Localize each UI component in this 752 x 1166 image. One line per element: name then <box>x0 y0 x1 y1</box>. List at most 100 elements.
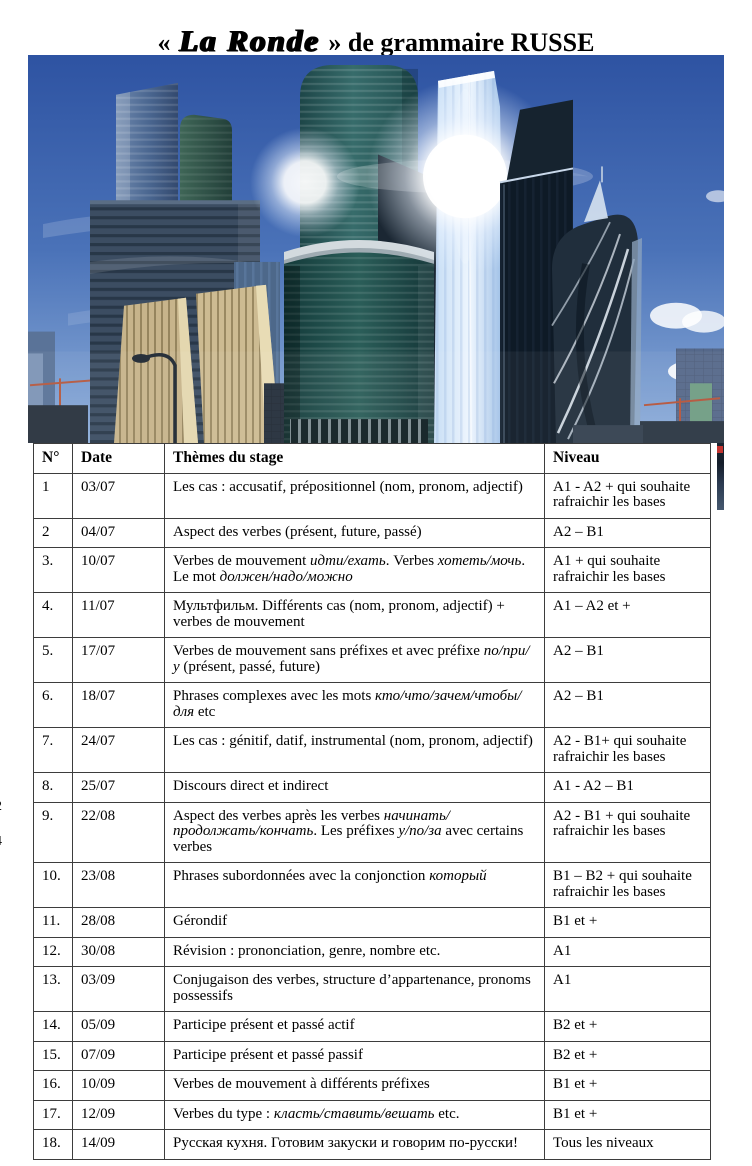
table-row: 12. 30/08 Révision : prononciation, genre,… <box>33 936 711 967</box>
cell-date: 03/09 <box>72 966 165 1012</box>
cell-number: 6. <box>33 682 73 728</box>
title-brand: La Ronde <box>179 23 320 59</box>
cell-niveau: A1 – A2 et + <box>544 592 711 638</box>
cell-niveau: A2 - B1 + qui souhaite rafraichir les ba… <box>544 801 711 863</box>
cell-niveau: Tous les niveaux <box>544 1129 711 1160</box>
cell-theme: Discours direct et indirect <box>164 772 545 803</box>
cell-niveau: A2 – B1 <box>544 517 711 548</box>
cell-niveau: A2 – B1 <box>544 682 711 728</box>
cell-niveau: B2 et + <box>544 1040 711 1071</box>
background-buildings-left <box>28 331 119 443</box>
table-row: 3. 10/07 Verbes de mouvement идти/ехать. V… <box>33 547 711 593</box>
clipped-glyph: 4 <box>0 835 2 849</box>
cell-number: 16. <box>33 1070 73 1101</box>
sun-glare-small <box>250 127 360 238</box>
cell-theme: Conjugaison des verbes, structure d’appa… <box>164 966 545 1012</box>
cell-number: 3. <box>33 547 73 593</box>
cell-theme: Les cas : génitif, datif, instrumental (… <box>164 727 545 773</box>
cell-niveau: A1 - A2 – B1 <box>544 772 711 803</box>
cell-niveau: B1 – B2 + qui souhaite rafraichir les ba… <box>544 862 711 908</box>
cell-number: 15. <box>33 1040 73 1071</box>
clipped-text-fragments: (](]]:2:4(]]] <box>0 0 10 1166</box>
table-row: 1 03/07 Les cas : accusatif, prépositionne… <box>33 472 711 519</box>
title-quote-open: « <box>157 28 178 58</box>
table-row: 17. 12/09 Verbes du type : класть/ставить/… <box>33 1099 711 1130</box>
cell-date: 18/07 <box>72 682 165 728</box>
cell-niveau: B1 et + <box>544 1070 711 1101</box>
cell-date: 10/07 <box>72 547 165 593</box>
horizon-haze <box>28 351 724 443</box>
cell-number: 8. <box>33 772 73 803</box>
cell-niveau: A1 <box>544 966 711 1012</box>
street-lamp <box>132 353 177 443</box>
table-row: 18. 14/09 Русская кухня. Готовим закуски и… <box>33 1129 711 1160</box>
page-title: « La Ronde » de grammaire RUSSE <box>0 23 752 59</box>
cell-theme: Participe présent et passé passif <box>164 1040 545 1071</box>
evolution-tower <box>551 166 642 443</box>
moscow-city-photo-svg <box>28 55 724 443</box>
cell-niveau: A2 - B1+ qui souhaite rafraichir les bas… <box>544 727 711 773</box>
cell-number: 17. <box>33 1099 73 1130</box>
cell-date: 11/07 <box>72 592 165 638</box>
cell-date: 23/08 <box>72 862 165 908</box>
cell-number: 11. <box>33 907 73 938</box>
cell-number: 14. <box>33 1011 73 1042</box>
cell-theme: Verbes de mouvement идти/ехать. Verbes х… <box>164 547 545 593</box>
cell-number: 9. <box>33 801 73 863</box>
cell-theme: Verbes de mouvement à différents préfixe… <box>164 1070 545 1101</box>
cell-number: 12. <box>33 936 73 967</box>
schedule-table: N° Date Thèmes du stage Niveau 1 03/07 Les ca… <box>33 443 711 1160</box>
cell-niveau: B1 et + <box>544 1099 711 1130</box>
cell-niveau: A2 – B1 <box>544 637 711 683</box>
table-row: 11. 28/08 Gérondif B1 et + <box>33 907 711 938</box>
cell-theme: Aspect des verbes (présent, future, pass… <box>164 517 545 548</box>
beige-towers <box>114 284 298 443</box>
title-rest: de grammaire RUSSE <box>341 28 595 58</box>
column-header-th-mes-du-stage: Thèmes du stage <box>164 443 545 474</box>
column-header-niveau: Niveau <box>544 443 711 474</box>
cell-theme: Participe présent et passé actif <box>164 1011 545 1042</box>
cell-date: 17/07 <box>72 637 165 683</box>
cell-date: 04/07 <box>72 517 165 548</box>
cell-date: 25/07 <box>72 772 165 803</box>
table-row: 6. 18/07 Phrases complexes avec les mots к… <box>33 682 711 728</box>
cell-date: 03/07 <box>72 472 165 519</box>
table-header-row: N° Date Thèmes du stage Niveau <box>33 443 711 474</box>
cell-theme: Phrases subordonnées avec la conjonction… <box>164 862 545 908</box>
table-row: 10. 23/08 Phrases subordonnées avec la con… <box>33 862 711 908</box>
cell-theme: Verbes de mouvement sans préfixes et ave… <box>164 637 545 683</box>
cell-number: 5. <box>33 637 73 683</box>
cell-date: 30/08 <box>72 936 165 967</box>
clipped-glyph: 2 <box>0 800 2 814</box>
table-row: 13. 03/09 Conjugaison des verbes, structur… <box>33 966 711 1012</box>
cell-theme: Verbes du type : класть/ставить/вешать e… <box>164 1099 545 1130</box>
cell-niveau: A1 + qui souhaite rafraichir les bases <box>544 547 711 593</box>
moscow-city-photo <box>28 55 724 443</box>
table-row: 14. 05/09 Participe présent et passé actif… <box>33 1011 711 1042</box>
cell-niveau: B1 et + <box>544 907 711 938</box>
cell-date: 10/09 <box>72 1070 165 1101</box>
red-light-dot <box>717 446 723 453</box>
cell-niveau: B2 et + <box>544 1011 711 1042</box>
cell-date: 07/09 <box>72 1040 165 1071</box>
cell-theme: Aspect des verbes après les verbes начин… <box>164 801 545 863</box>
table-row: 7. 24/07 Les cas : génitif, datif, instrum… <box>33 727 711 773</box>
background-buildings-right <box>573 348 724 443</box>
cell-niveau: A1 - A2 + qui souhaite rafraichir les ba… <box>544 472 711 519</box>
table-row: 9. 22/08 Aspect des verbes après les verbe… <box>33 801 711 863</box>
cell-number: 2 <box>33 517 73 548</box>
table-row: 4. 11/07 Мультфильм. Différents cas (nom, … <box>33 592 711 638</box>
column-header-date: Date <box>72 443 165 474</box>
cell-theme: Мультфильм. Différents cas (nom, pronom,… <box>164 592 545 638</box>
photo-edge-remnant <box>717 443 724 510</box>
cell-date: 22/08 <box>72 801 165 863</box>
cell-theme: Gérondif <box>164 907 545 938</box>
cell-number: 1 <box>33 472 73 519</box>
cell-date: 28/08 <box>72 907 165 938</box>
cell-theme: Phrases complexes avec les mots кто/что/… <box>164 682 545 728</box>
cell-date: 14/09 <box>72 1129 165 1160</box>
title-quote-close: » <box>321 28 342 58</box>
table-row: 2 04/07 Aspect des verbes (présent, future… <box>33 517 711 548</box>
table-row: 8. 25/07 Discours direct et indirect A1 - A… <box>33 772 711 803</box>
